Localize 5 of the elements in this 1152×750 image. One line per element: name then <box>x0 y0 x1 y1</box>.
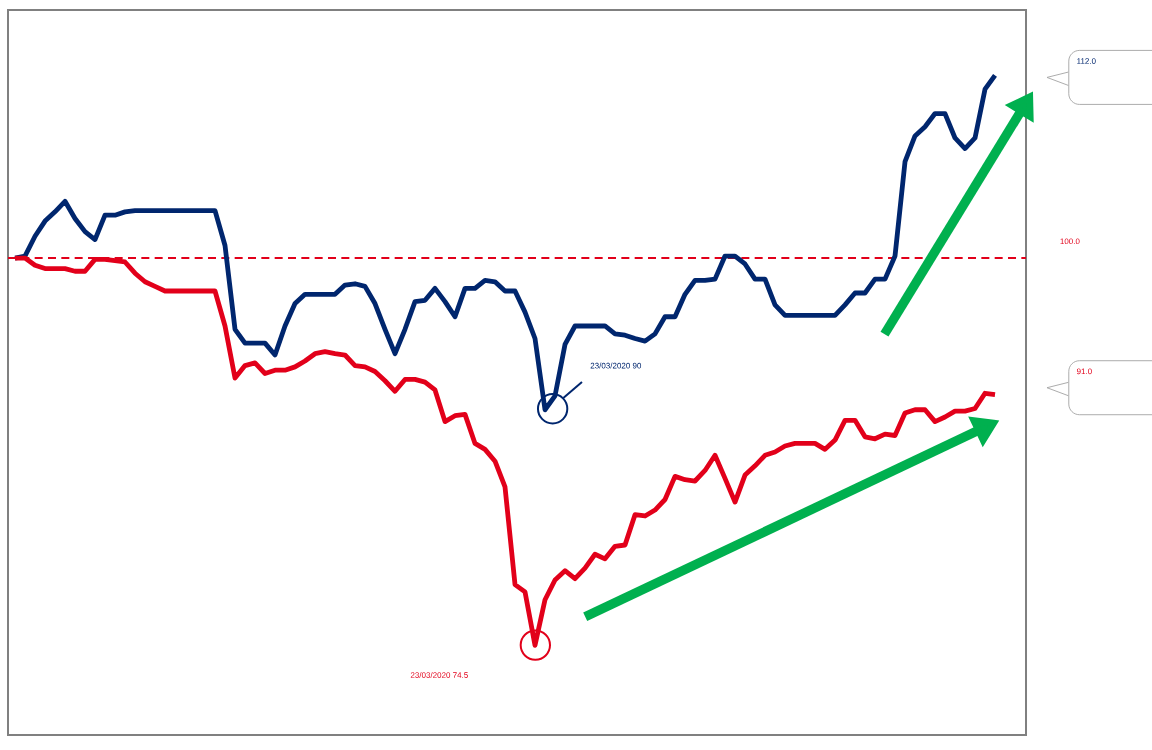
text: 100.0 <box>1060 238 1080 245</box>
text: 112.0 <box>1077 58 1096 64</box>
annotation: 23/03/2020 74.5 <box>410 672 468 678</box>
text: 91.0 <box>1076 368 1092 375</box>
annotation: 23/03/2020 90 <box>590 362 642 369</box>
